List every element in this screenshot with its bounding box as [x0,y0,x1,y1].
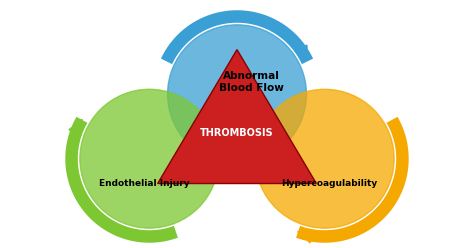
Text: Abnormal
Blood Flow: Abnormal Blood Flow [219,71,283,93]
Ellipse shape [255,89,394,228]
Text: Endothelial Injury: Endothelial Injury [99,179,190,188]
Text: Hypercoagulability: Hypercoagulability [281,179,378,188]
Ellipse shape [168,25,306,164]
Text: THROMBOSIS: THROMBOSIS [200,128,274,138]
Polygon shape [158,50,316,184]
Ellipse shape [80,89,219,228]
